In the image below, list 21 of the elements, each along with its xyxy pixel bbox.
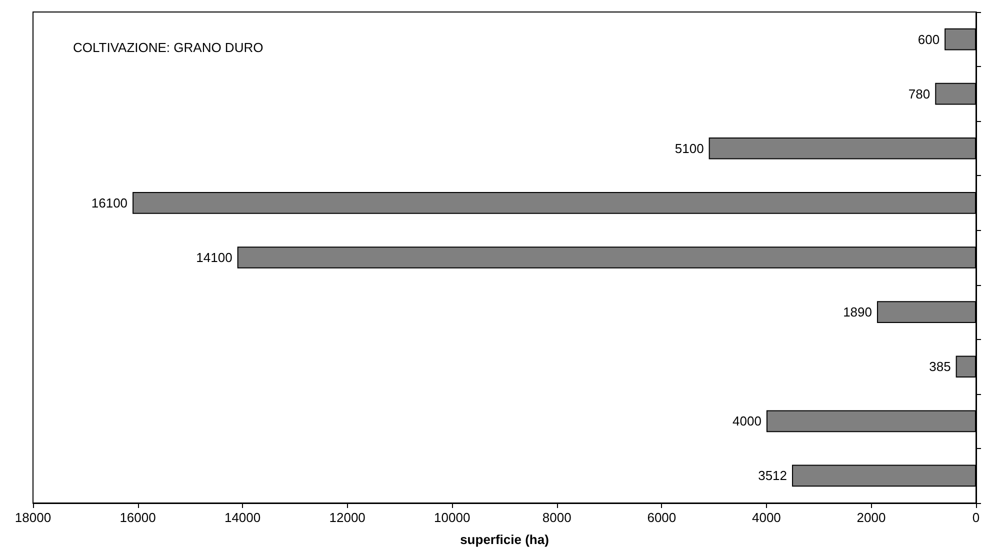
- x-tick-label: 4000: [752, 510, 781, 525]
- x-tick-label: 18000: [14, 510, 52, 525]
- data-label: 14100: [196, 250, 232, 265]
- x-tick-label: 16000: [120, 510, 156, 525]
- x-tick-label: 12000: [329, 510, 366, 525]
- x-axis-title: superficie (ha): [460, 532, 549, 547]
- data-label: 5100: [674, 140, 704, 156]
- x-tick-label: 14000: [224, 510, 261, 525]
- data-label: 600: [918, 32, 940, 47]
- text: COLTIVAZIONE: GRANO DURO: [73, 40, 264, 55]
- x-tick-label: 8000: [542, 510, 572, 525]
- x-tick-label: 2000: [856, 510, 886, 525]
- data-label: 16100: [91, 195, 128, 210]
- x-tick-label: 10000: [434, 510, 470, 525]
- x-tick-label: 6000: [647, 510, 676, 525]
- data-label: 4000: [732, 414, 762, 429]
- data-label: 780: [908, 86, 930, 102]
- data-label: 3512: [758, 468, 788, 484]
- data-label: 385: [929, 359, 951, 374]
- data-label: 1890: [843, 304, 872, 320]
- x-tick-label: 0: [972, 510, 980, 525]
